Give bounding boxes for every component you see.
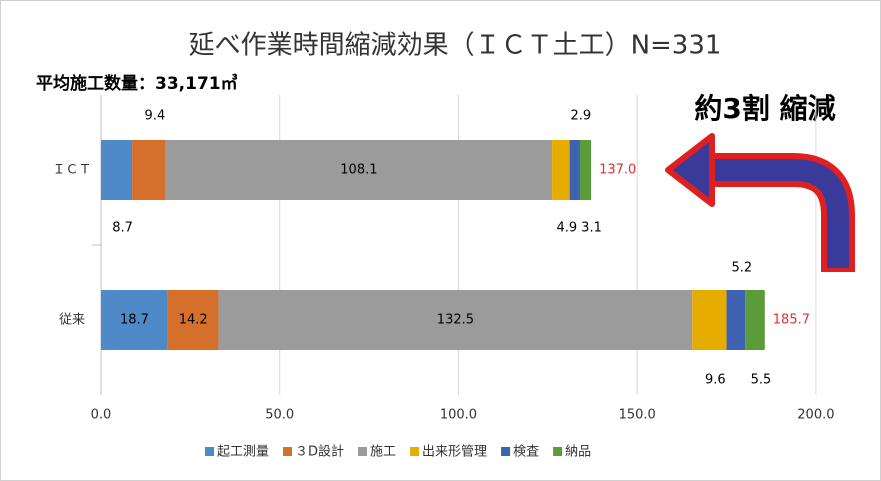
data-label: 3.1	[581, 221, 602, 236]
data-label: 4.9	[557, 221, 578, 236]
bar-segment	[165, 140, 553, 200]
data-label: 5.2	[731, 261, 752, 276]
data-label: 9.6	[705, 373, 726, 388]
legend-label: 出来形管理	[422, 445, 487, 460]
y-tick-label: ＩＣＴ	[52, 163, 91, 178]
arrow	[665, 133, 855, 272]
data-label: 8.7	[112, 221, 133, 236]
x-tick-label: 100.0	[440, 408, 477, 423]
bar-segment	[745, 290, 765, 350]
data-label: 132.5	[437, 313, 474, 328]
annotation: 約3割 縮減	[694, 92, 835, 125]
legend-label: ３D設計	[295, 444, 344, 460]
data-label: 5.5	[751, 373, 772, 388]
legend-swatch	[501, 447, 511, 456]
legend-label: 検査	[513, 445, 539, 460]
data-label: 2.9	[570, 109, 591, 124]
legend-swatch	[283, 447, 293, 456]
bar-segment	[569, 140, 580, 200]
bar-segment	[101, 290, 168, 350]
data-label: 14.2	[179, 313, 208, 328]
legend: 起工測量 ３D設計 施工 出来形管理 検査 納品	[205, 444, 591, 460]
bar-segment	[167, 290, 219, 350]
arrow-body	[706, 159, 849, 268]
data-label: 9.4	[145, 109, 166, 124]
bar-segment	[101, 140, 133, 200]
bar-segment	[726, 290, 746, 350]
bar-segment	[218, 290, 693, 350]
legend-swatch	[205, 447, 214, 456]
total-label: 137.0	[599, 163, 636, 178]
legend-swatch	[410, 447, 420, 456]
chart-title: 延べ作業時間縮減効果（ＩＣＴ土工）N=331	[189, 31, 722, 61]
y-tick-label: 従来	[59, 313, 85, 328]
bar-segment	[579, 140, 592, 200]
legend-swatch	[553, 447, 563, 456]
x-tick-label: 0.0	[91, 408, 112, 423]
data-label: 108.1	[340, 163, 377, 178]
x-tick-label: 150.0	[619, 408, 656, 423]
bar-segment	[552, 140, 570, 200]
bar-segment	[132, 140, 166, 200]
x-tick-label: 200.0	[797, 408, 834, 423]
legend-label: 起工測量	[217, 445, 269, 460]
data-label: 18.7	[120, 313, 149, 328]
subtitle: 平均施工数量：33,171㎥	[36, 73, 238, 94]
legend-label: 施工	[370, 445, 396, 460]
x-tick-label: 50.0	[265, 408, 294, 423]
legend-label: 納品	[565, 445, 591, 460]
arrow-head	[665, 133, 715, 207]
total-label: 185.7	[773, 313, 810, 328]
legend-swatch	[358, 447, 368, 456]
bar-segment	[692, 290, 727, 350]
